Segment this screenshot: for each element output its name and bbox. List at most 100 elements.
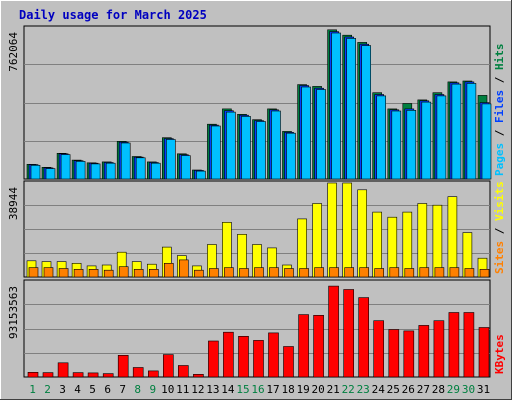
x-tick-label-day-11: 11: [176, 383, 189, 396]
bar-kbytes-day-14: [223, 331, 234, 378]
bar-sites-day-1: [28, 267, 39, 278]
x-tick-label-day-6: 6: [104, 383, 111, 396]
bar-pages-day-30: [466, 83, 477, 180]
bar-pages-day-20: [316, 89, 326, 180]
x-tick-label-day-8: 8: [134, 383, 141, 396]
bar-pages-day-12: [196, 170, 206, 180]
y-max-label-hits: 762064: [7, 32, 20, 72]
bar-kbytes-day-29: [448, 312, 460, 378]
bar-sites-day-21: [329, 267, 339, 278]
bar-kbytes-day-9: [148, 370, 159, 378]
legend-entry-sites: Sites: [493, 241, 506, 274]
bar-pages-day-6: [105, 162, 116, 180]
bar-sites-day-9: [149, 268, 159, 278]
bar-sites-day-27: [419, 267, 430, 278]
bar-sites-day-29: [449, 267, 460, 278]
legend-entry-files: Files: [493, 90, 506, 123]
legend-separator: /: [493, 70, 506, 90]
bar-kbytes-day-17: [268, 332, 279, 378]
bar-kbytes-day-13: [208, 340, 219, 378]
bar-sites-day-20: [314, 267, 324, 278]
bar-sites-day-16: [254, 267, 264, 278]
bar-kbytes-day-7: [117, 354, 129, 378]
bar-pages-day-1: [30, 165, 41, 180]
bar-visits-day-26: [402, 211, 413, 278]
bar-sites-day-28: [434, 267, 445, 278]
bar-sites-day-24: [374, 268, 385, 278]
x-tick-label-day-10: 10: [161, 383, 174, 396]
bar-kbytes-day-18: [283, 346, 294, 378]
x-tick-label-day-30: 30: [462, 383, 475, 396]
bar-pages-day-25: [391, 110, 402, 180]
y-max-label-kbytes: 93153563: [7, 286, 20, 339]
bar-pages-day-18: [286, 132, 296, 180]
x-tick-label-day-28: 28: [432, 383, 445, 396]
bar-kbytes-day-25: [388, 329, 400, 378]
bar-kbytes-day-3: [57, 362, 69, 378]
bar-pages-day-2: [45, 168, 56, 180]
legend-kbytes: KBytes: [493, 334, 506, 374]
x-tick-label-day-9: 9: [149, 383, 156, 396]
bar-sites-day-14: [224, 267, 234, 278]
bar-kbytes-day-1: [27, 371, 39, 378]
bar-kbytes-day-11: [178, 365, 189, 378]
bar-pages-day-15: [241, 116, 251, 180]
bar-sites-day-11: [179, 259, 189, 278]
x-tick-label-day-15: 15: [236, 383, 249, 396]
panel-hits: 762064 Pages / Files / Hits: [7, 25, 506, 180]
legend-entry-visits: Visits: [493, 181, 506, 221]
bar-kbytes-day-21: [328, 285, 339, 378]
x-tick-label-day-5: 5: [89, 383, 96, 396]
bar-sites-day-15: [239, 268, 249, 278]
bar-kbytes-day-23: [358, 297, 370, 378]
x-tick-label-day-19: 19: [296, 383, 309, 396]
bar-pages-day-4: [75, 161, 86, 180]
bar-kbytes-day-15: [238, 335, 249, 378]
x-tick-label-day-7: 7: [119, 383, 126, 396]
bar-sites-day-23: [359, 267, 370, 278]
bar-sites-day-13: [209, 268, 219, 278]
legend-entry-kbytes: KBytes: [493, 334, 506, 374]
bar-pages-day-7: [120, 142, 131, 180]
bar-kbytes-day-19: [298, 314, 309, 378]
bar-visits-day-24: [372, 211, 383, 278]
bar-sites-day-30: [464, 268, 475, 278]
x-tick-label-day-2: 2: [44, 383, 51, 396]
bar-kbytes-day-8: [132, 367, 144, 378]
panel-kbytes: 93153563 KBytes: [7, 279, 506, 378]
bar-sites-day-2: [43, 267, 54, 278]
bar-pages-day-5: [90, 163, 101, 180]
bar-kbytes-day-4: [72, 372, 84, 378]
bar-sites-day-25: [389, 267, 400, 278]
x-tick-label-day-13: 13: [206, 383, 219, 396]
x-axis-labels: 1 2 3 4 5 6 7 8 9 10 11 12 13 14 15 16 17 18 19 20 21 22 23 24 2…: [29, 383, 490, 396]
x-tick-label-day-25: 25: [387, 383, 400, 396]
bar-pages-day-22: [346, 38, 357, 180]
chart-panels: 762064 Pages / Files / Hits 38944 Sites / V…: [7, 25, 506, 378]
bar-sites-day-26: [404, 268, 415, 278]
legend-visits: Sites / Visits: [493, 181, 506, 274]
x-tick-label-day-1: 1: [29, 383, 36, 396]
bar-kbytes-day-20: [313, 314, 324, 378]
x-tick-label-day-17: 17: [266, 383, 279, 396]
legend-entry-pages: Pages: [493, 143, 506, 176]
bar-sites-day-6: [103, 269, 114, 278]
bar-pages-day-9: [151, 162, 161, 180]
bar-visits-day-22: [342, 182, 353, 278]
bar-kbytes-day-30: [463, 312, 475, 378]
x-tick-label-day-22: 22: [342, 383, 355, 396]
bar-sites-day-8: [133, 268, 144, 278]
bar-pages-day-17: [271, 110, 281, 180]
bar-visits-day-29: [447, 196, 458, 278]
bar-kbytes-day-28: [433, 320, 445, 378]
bar-kbytes-day-2: [42, 372, 54, 378]
bar-pages-day-19: [301, 86, 311, 180]
y-max-label-visits: 38944: [7, 187, 20, 220]
bar-pages-day-29: [451, 83, 462, 180]
bar-sites-day-7: [118, 266, 129, 278]
bar-sites-day-5: [88, 268, 99, 278]
bar-sites-day-18: [284, 268, 294, 278]
bar-kbytes-day-26: [403, 330, 415, 378]
bar-pages-day-26: [406, 110, 417, 180]
bar-pages-day-8: [135, 157, 146, 180]
